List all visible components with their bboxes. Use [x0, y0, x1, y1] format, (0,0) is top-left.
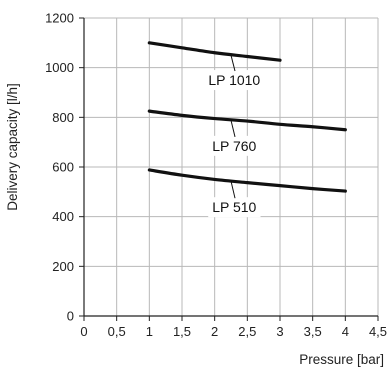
x-tick-label-2: 1 — [146, 324, 153, 339]
series-label-bg-lp-1010 — [204, 70, 265, 91]
series-line-lp-510 — [147, 168, 347, 193]
series-label-bg-lp-510 — [208, 197, 261, 218]
y-tick-label-5: 1000 — [45, 60, 74, 75]
x-axis-title: Pressure [bar] — [299, 352, 384, 367]
series-label-text-lp-1010: LP 1010 — [208, 72, 260, 88]
series-leader-lp-1010 — [230, 55, 236, 72]
y-tick-label-1: 200 — [52, 259, 74, 274]
series-label-text-lp-760: LP 760 — [212, 138, 256, 154]
y-axis-title: Delivery capacity [l/h] — [5, 83, 20, 211]
x-tick-label-8: 4 — [342, 324, 349, 339]
series-label-lp-510: LP 510 — [208, 181, 261, 218]
series-label-bg-lp-760 — [208, 135, 261, 156]
x-tick-label-7: 3,5 — [304, 324, 322, 339]
series-line-lp-1010 — [147, 41, 282, 62]
x-tick-label-0: 0 — [80, 324, 87, 339]
y-tick-label-6: 1200 — [45, 11, 74, 26]
y-tick-label-2: 400 — [52, 209, 74, 224]
y-tick-label-4: 800 — [52, 110, 74, 125]
series-labels: LP 1010 LP 760 LP 510 — [204, 55, 265, 218]
series-leader-lp-760 — [230, 120, 236, 137]
x-tick-label-4: 2 — [211, 324, 218, 339]
x-tick-label-9: 4,5 — [369, 324, 387, 339]
series-lines — [147, 41, 347, 193]
series-label-lp-760: LP 760 — [208, 120, 261, 156]
x-tick-label-1: 0,5 — [108, 324, 126, 339]
series-leader-lp-510 — [230, 181, 236, 199]
y-tick-label-0: 0 — [67, 309, 74, 324]
x-tick-label-3: 1,5 — [173, 324, 191, 339]
axes: 0 200 400 600 800 1000 1200 0 0,5 1 1,5 2 2,5 3 3,5 4 4,… — [45, 11, 387, 340]
x-tick-label-5: 2,5 — [238, 324, 256, 339]
x-tick-label-6: 3 — [276, 324, 283, 339]
series-label-lp-1010: LP 1010 — [204, 55, 265, 91]
series-line-lp-760 — [147, 109, 347, 132]
y-tick-label-3: 600 — [52, 160, 74, 175]
grid — [84, 17, 379, 316]
series-label-text-lp-510: LP 510 — [212, 199, 256, 215]
